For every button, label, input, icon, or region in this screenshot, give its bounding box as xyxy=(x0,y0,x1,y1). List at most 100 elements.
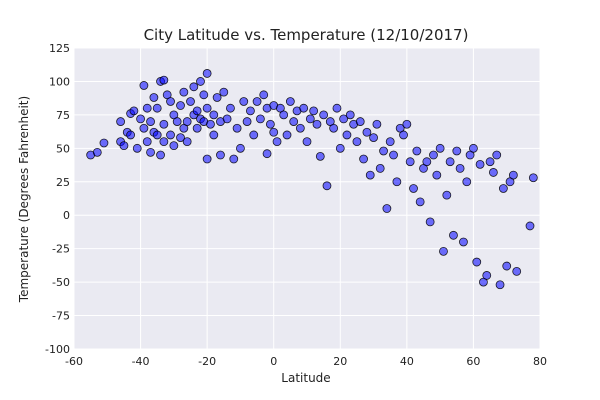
data-point xyxy=(299,103,309,113)
data-point xyxy=(498,184,508,193)
data-point xyxy=(492,150,502,160)
data-point xyxy=(365,170,375,180)
data-point xyxy=(116,117,125,126)
data-point xyxy=(136,114,145,124)
data-point xyxy=(192,123,202,133)
x-tick-label: 20 xyxy=(333,355,347,368)
x-tick-label: -60 xyxy=(65,355,83,368)
data-point xyxy=(449,230,458,240)
data-point xyxy=(232,123,242,133)
data-point xyxy=(209,110,219,120)
y-tick-label: 25 xyxy=(56,176,70,189)
data-point xyxy=(379,146,388,156)
data-point xyxy=(206,119,215,129)
data-point xyxy=(279,110,289,120)
data-point xyxy=(442,190,452,200)
data-point xyxy=(229,154,239,164)
y-tick-label: 75 xyxy=(56,109,70,122)
data-point xyxy=(389,150,398,160)
data-point xyxy=(269,127,279,137)
data-point xyxy=(282,130,292,140)
data-point xyxy=(242,117,252,126)
data-point xyxy=(315,151,325,161)
data-point xyxy=(512,267,522,276)
data-point xyxy=(149,93,159,102)
x-axis-ticks: -60 -40 -20 0 20 40 60 80 xyxy=(65,355,547,368)
data-point xyxy=(385,137,395,147)
data-point xyxy=(495,280,505,290)
x-tick-label: -40 xyxy=(132,355,150,368)
data-point xyxy=(126,130,135,140)
x-tick-label: 40 xyxy=(400,355,414,368)
plot-area xyxy=(74,48,540,349)
data-point xyxy=(402,119,412,129)
data-point xyxy=(445,157,455,167)
data-point xyxy=(132,143,142,153)
data-point xyxy=(209,130,219,140)
data-point xyxy=(528,173,538,183)
data-point xyxy=(462,177,472,187)
data-point xyxy=(249,130,259,140)
y-tick-label: 50 xyxy=(56,142,70,155)
data-point xyxy=(196,77,205,86)
data-point xyxy=(475,159,485,169)
y-tick-label: 0 xyxy=(63,209,70,222)
data-point xyxy=(192,106,202,116)
data-point xyxy=(202,69,212,78)
data-point xyxy=(352,137,362,147)
data-point xyxy=(199,90,209,100)
data-point xyxy=(525,221,535,231)
data-point xyxy=(472,257,482,267)
data-point xyxy=(332,103,342,113)
x-tick-label: 0 xyxy=(270,355,277,368)
data-point xyxy=(142,137,152,147)
data-point xyxy=(159,75,169,85)
data-point xyxy=(169,141,179,151)
data-point xyxy=(226,103,235,113)
data-point xyxy=(246,106,255,116)
data-point xyxy=(339,114,349,124)
data-point xyxy=(146,147,155,157)
data-point xyxy=(295,123,305,133)
data-point xyxy=(435,143,445,153)
data-point xyxy=(425,217,435,227)
y-tick-label: -50 xyxy=(52,276,70,289)
data-point xyxy=(485,157,495,167)
data-point xyxy=(239,97,249,106)
data-point xyxy=(202,154,212,164)
data-point xyxy=(259,90,269,100)
data-point xyxy=(216,150,225,160)
data-point xyxy=(342,130,352,140)
data-point xyxy=(166,97,175,106)
data-point xyxy=(99,138,109,148)
y-tick-label: 125 xyxy=(49,42,70,55)
data-point xyxy=(285,97,295,106)
data-point xyxy=(119,141,129,151)
data-point xyxy=(429,150,438,160)
data-point xyxy=(129,106,139,116)
y-tick-label: -100 xyxy=(45,343,70,356)
data-point xyxy=(92,147,102,157)
data-point xyxy=(262,149,272,159)
data-point xyxy=(319,110,329,120)
data-point xyxy=(382,204,392,213)
data-point xyxy=(152,103,162,113)
data-point xyxy=(139,123,149,133)
data-point xyxy=(312,119,322,129)
data-point xyxy=(159,137,169,147)
data-point xyxy=(186,97,195,106)
data-point xyxy=(359,154,368,164)
data-point xyxy=(176,101,185,110)
data-point xyxy=(335,143,345,153)
data-point xyxy=(372,119,382,129)
data-point xyxy=(355,117,365,126)
data-point xyxy=(375,163,385,173)
data-point xyxy=(399,130,408,140)
data-point xyxy=(159,119,169,129)
data-point xyxy=(139,81,149,90)
data-point xyxy=(322,181,332,191)
data-point xyxy=(302,137,312,147)
data-point xyxy=(415,197,425,207)
x-tick-label: 80 xyxy=(533,355,547,368)
